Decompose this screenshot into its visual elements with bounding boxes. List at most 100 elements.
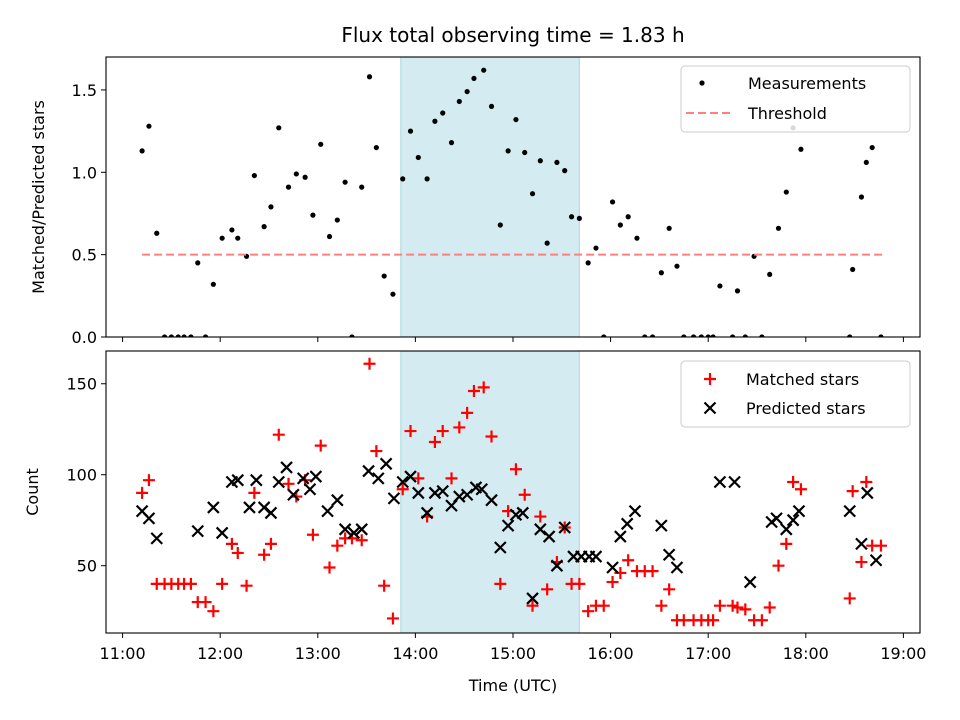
top-panel: 0.0 0.5 1.0 1.5 Matched/Predicted stars Measu… [29,56,921,347]
predicted-star-marker [542,530,556,543]
legend-marker [699,80,705,86]
legend: Measurements Threshold [680,65,911,133]
legend-label: Matched stars [746,370,859,389]
predicted-star-marker [475,482,489,496]
predicted-star-marker [142,512,156,525]
measurement-point [261,224,267,230]
x-tick-label: 16:00 [588,644,634,663]
y-tick-label: 1.0 [72,163,97,182]
matched-star-marker [461,406,474,419]
matched-star-marker [199,596,212,609]
measurement-point [658,270,664,276]
matched-star-marker [231,546,244,559]
predicted-star-marker [843,504,857,518]
y-tick-label: 150 [66,375,97,394]
highlight-span [400,56,580,338]
measurement-point [471,75,477,82]
matched-star-marker [264,537,277,550]
measurement-point [601,334,607,337]
measurement-point [705,334,711,337]
measurement-point [349,334,355,337]
matched-star-marker [622,554,635,567]
measurement-point [568,214,575,220]
measurement-point [139,148,145,154]
matched-star-marker [396,483,409,496]
predicted-star-marker [420,506,434,520]
predicted-star-marker [606,561,619,574]
measurement-point [634,235,640,241]
measurement-point [334,217,340,223]
matched-star-marker [428,435,441,448]
predicted-star-marker [303,482,317,496]
predicted-star-marker [869,553,883,567]
matched-star-marker [412,472,425,485]
matched-star-marker [207,605,220,618]
predicted-star-marker [485,493,498,507]
measurement-point [858,194,865,200]
matched-star-marker [707,614,720,627]
matched-star-marker [755,614,768,627]
matched-star-marker [306,528,319,541]
legend-box [680,360,911,428]
measurement-point [424,176,430,182]
x-tick-label: 13:00 [295,644,341,663]
matched-star-marker [258,548,271,561]
measurement-point [181,334,187,337]
predicted-star-marker [855,537,868,551]
predicted-star-marker [243,501,256,514]
measurement-point [625,214,631,220]
matched-star-marker [378,579,391,592]
predicted-star-marker [215,526,229,540]
x-tick-label: 18:00 [783,644,829,663]
matched-star-marker [874,539,887,552]
measurement-point [497,222,503,228]
predicted-star-marker [861,486,874,500]
measurement-point [878,334,884,337]
measurement-point [505,148,511,154]
y-tick-label: 100 [66,466,97,485]
measurement-point [554,159,560,166]
measurement-point [276,125,282,131]
measurement-point [698,334,704,337]
measurement-point [381,273,387,279]
y-tick-label: 0.0 [72,328,97,347]
measurement-point [432,118,438,124]
measurement-point [609,199,616,205]
measurement-point [373,144,379,151]
measurement-point [390,291,396,297]
matched-star-marker [731,601,744,614]
matched-star-marker [655,599,668,612]
legend-label: Measurements [748,74,866,93]
measurement-point [285,184,292,190]
predicted-star-marker [331,493,344,507]
measurement-point [798,146,804,152]
matched-star-marker [404,425,417,438]
predicted-star-marker [494,541,507,554]
predicted-star-marker [372,472,385,485]
predicted-star-marker [501,519,515,532]
predicted-star-marker [231,473,245,487]
measurement-point [847,334,853,337]
matched-star-marker [763,601,776,614]
measurement-point [146,123,152,129]
measurement-point [161,334,168,337]
measurement-point [783,189,789,195]
measurement-point [326,233,333,240]
matched-star-marker [614,566,627,579]
bottom-panel: 11:00 12:00 13:00 14:00 15:00 16:00 17:00 18:00… [23,350,926,663]
predicted-star-marker [250,473,263,487]
measurement-point [400,176,406,182]
measurement-point [759,334,765,337]
x-tick-label: 15:00 [490,644,536,663]
y-axis-label: Count [23,468,42,516]
matched-star-marker [136,486,149,499]
predicted-star-marker [713,475,727,489]
measurement-point [202,334,209,337]
measurement-point [730,334,736,337]
y-axis-label: Matched/Predicted stars [29,100,48,294]
matched-star-marker [477,381,490,394]
measurement-point [293,171,299,177]
predicted-star-marker [321,504,334,518]
matched-star-marker [846,485,859,498]
matched-star-marker [370,445,383,458]
